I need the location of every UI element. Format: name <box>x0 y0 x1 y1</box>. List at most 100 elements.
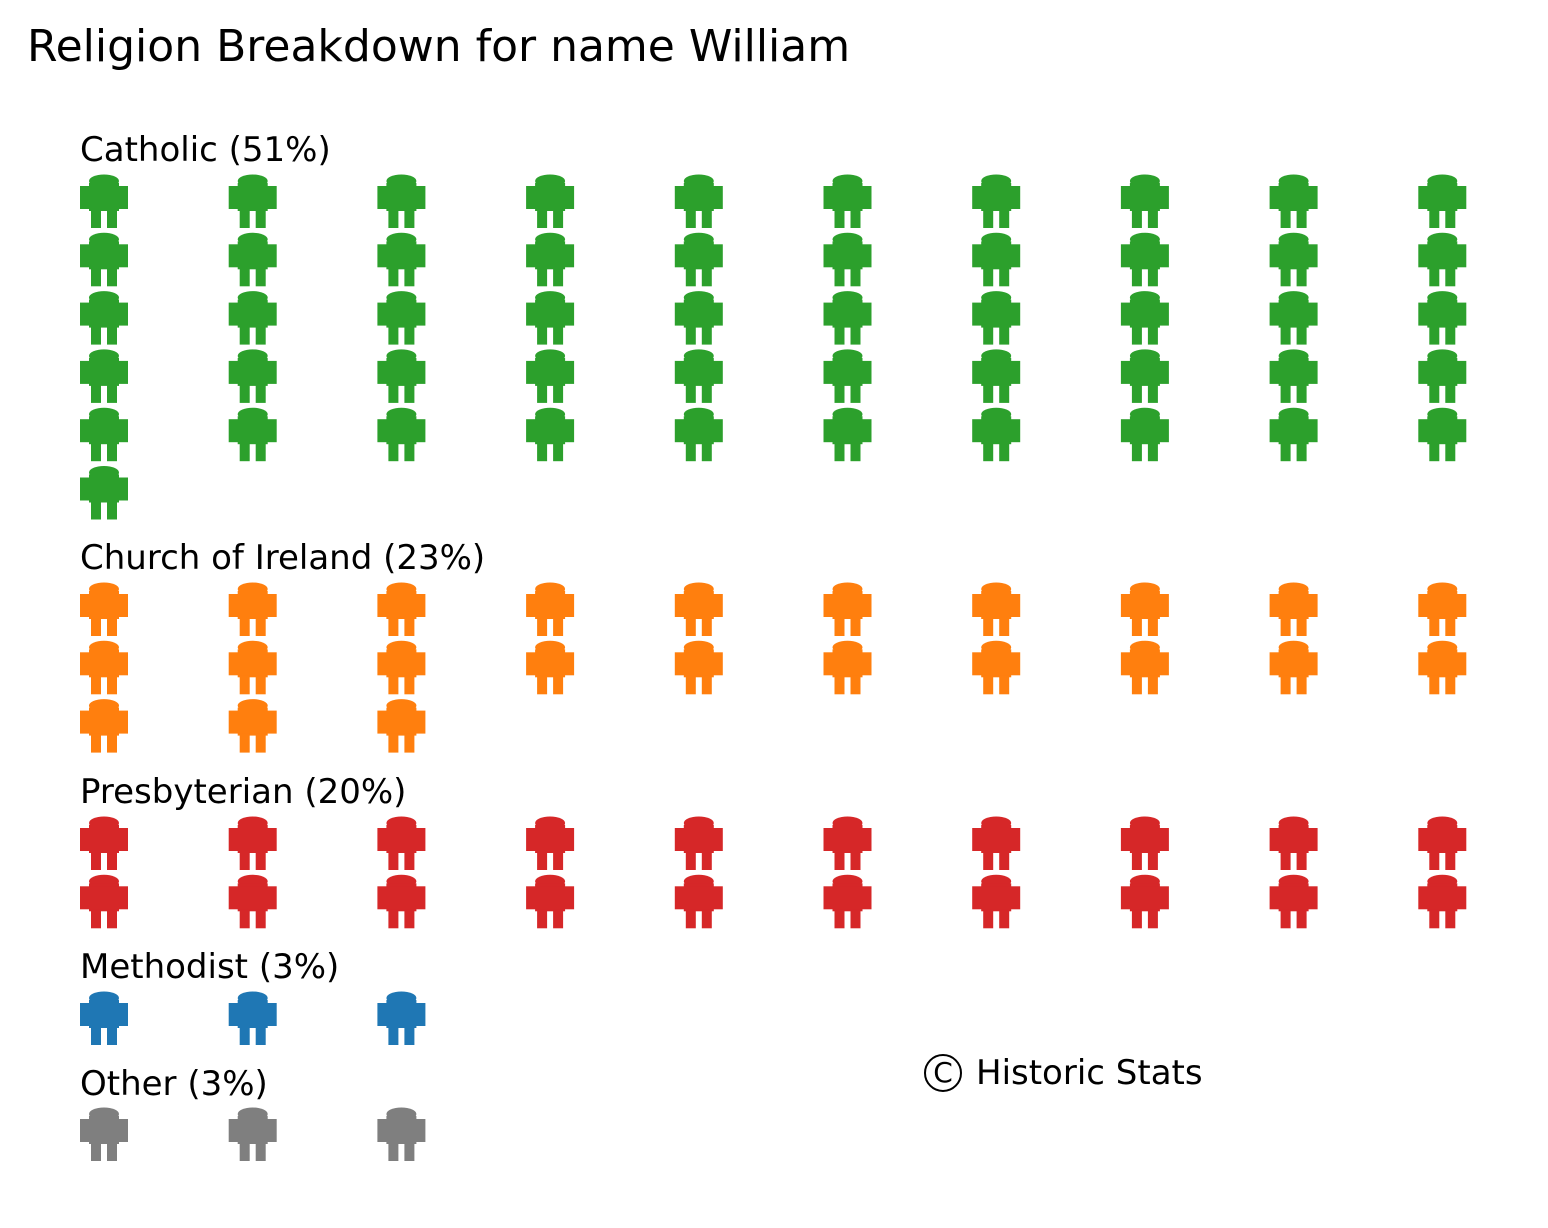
person-icon <box>1120 816 1169 870</box>
person-icon <box>674 291 723 345</box>
person-icon <box>1418 874 1467 929</box>
person-icon <box>972 640 1021 695</box>
person-icon <box>823 291 872 345</box>
person-icon <box>228 582 277 636</box>
person-icon <box>526 582 575 636</box>
icon-group-catholic <box>80 174 1467 520</box>
person-icon <box>1418 816 1467 870</box>
person-icon <box>1120 291 1169 345</box>
person-icon <box>1269 349 1318 403</box>
person-icon <box>526 349 575 403</box>
person-icon <box>377 291 426 345</box>
copyright-icon: C <box>924 1054 962 1092</box>
person-icon <box>1269 174 1318 228</box>
person-icon <box>377 174 426 228</box>
person-icon <box>526 874 575 929</box>
person-icon <box>674 874 723 929</box>
person-icon <box>823 816 872 870</box>
person-icon <box>377 232 426 287</box>
person-icon <box>228 699 277 753</box>
person-icon <box>972 232 1021 287</box>
person-icon <box>674 407 723 462</box>
person-icon <box>1418 640 1467 695</box>
person-icon <box>823 874 872 929</box>
person-icon <box>377 816 426 870</box>
person-icon <box>80 291 128 345</box>
person-icon <box>972 582 1021 636</box>
person-icon <box>377 582 426 636</box>
person-icon <box>526 640 575 695</box>
category-label-catholic: Catholic (51%) <box>80 130 331 170</box>
person-icon <box>228 991 277 1045</box>
person-icon <box>972 291 1021 345</box>
person-icon <box>972 874 1021 929</box>
person-icon <box>1120 349 1169 403</box>
person-icon <box>1418 349 1467 403</box>
person-icon <box>526 291 575 345</box>
person-icon <box>80 349 128 403</box>
person-icon <box>228 1107 277 1161</box>
person-icon <box>1418 582 1467 636</box>
person-icon <box>377 991 426 1045</box>
person-icon <box>1120 582 1169 636</box>
icon-group-methodist <box>80 991 426 1045</box>
person-icon <box>1269 291 1318 345</box>
person-icon <box>674 816 723 870</box>
person-icon <box>80 582 128 636</box>
person-icon <box>823 640 872 695</box>
person-icon <box>526 816 575 870</box>
person-icon <box>1120 407 1169 462</box>
icon-group-church-of-ireland <box>80 582 1467 753</box>
person-icon <box>228 291 277 345</box>
person-icon <box>1418 174 1467 228</box>
person-icon <box>674 640 723 695</box>
person-icon <box>526 174 575 228</box>
person-icon <box>228 174 277 228</box>
person-icon <box>80 816 128 870</box>
person-icon <box>80 991 128 1045</box>
person-icon <box>228 407 277 462</box>
person-icon <box>80 174 128 228</box>
person-icon <box>1120 874 1169 929</box>
person-icon <box>823 407 872 462</box>
person-icon <box>823 349 872 403</box>
person-icon <box>674 174 723 228</box>
person-icon <box>1120 232 1169 287</box>
person-icon <box>80 407 128 462</box>
person-icon <box>823 232 872 287</box>
person-icon <box>972 407 1021 462</box>
icon-group-other <box>80 1107 426 1161</box>
icon-group-presbyterian <box>80 816 1467 929</box>
person-icon <box>526 232 575 287</box>
chart-title: Religion Breakdown for name William <box>27 21 851 72</box>
person-icon <box>1120 640 1169 695</box>
person-icon <box>823 582 872 636</box>
person-icon <box>228 640 277 695</box>
person-icon <box>972 174 1021 228</box>
person-icon <box>228 349 277 403</box>
person-icon <box>674 582 723 636</box>
credit-text: Historic Stats <box>976 1053 1203 1093</box>
person-icon <box>972 816 1021 870</box>
person-icon <box>823 174 872 228</box>
person-icon <box>377 640 426 695</box>
person-icon <box>1269 232 1318 287</box>
person-icon <box>1418 291 1467 345</box>
person-icon <box>972 349 1021 403</box>
person-icon <box>1269 582 1318 636</box>
person-icon <box>80 1107 128 1161</box>
person-icon <box>80 232 128 287</box>
person-icon <box>80 874 128 929</box>
person-icon <box>1120 174 1169 228</box>
credit: C Historic Stats <box>924 1050 1203 1096</box>
person-icon <box>1269 407 1318 462</box>
person-icon <box>377 699 426 753</box>
person-icon <box>1418 232 1467 287</box>
person-icon <box>1269 874 1318 929</box>
category-label-methodist: Methodist (3%) <box>80 947 340 987</box>
person-icon <box>80 699 128 753</box>
person-icon <box>377 1107 426 1161</box>
person-icon <box>377 874 426 929</box>
person-icon <box>80 640 128 695</box>
person-icon <box>377 349 426 403</box>
